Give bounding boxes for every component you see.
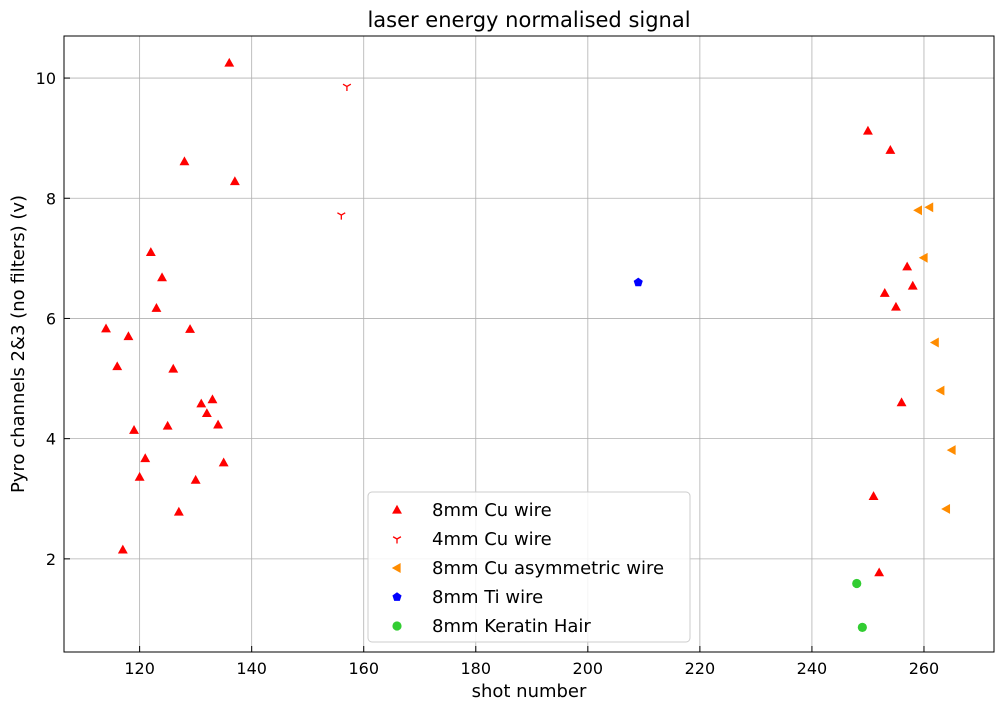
x-tick-labels: 120 140 160 180 200 220 240 260 xyxy=(124,659,939,678)
data-point xyxy=(935,385,945,396)
data-points xyxy=(101,57,956,632)
data-point xyxy=(168,363,179,373)
legend-entry: 8mm Keratin Hair xyxy=(392,616,591,637)
data-point xyxy=(101,323,111,333)
data-point xyxy=(196,398,207,408)
legend-label: 8mm Ti wire xyxy=(432,587,543,608)
data-point xyxy=(891,301,901,311)
grid-lines xyxy=(64,36,994,652)
legend-marker xyxy=(392,536,402,544)
data-point xyxy=(123,331,134,341)
data-point xyxy=(185,324,195,333)
data-point xyxy=(337,212,346,220)
legend-entry: 8mm Cu asymmetric wire xyxy=(391,558,664,579)
chart-title: laser energy normalised signal xyxy=(367,8,690,32)
data-point xyxy=(918,252,928,263)
series-group xyxy=(633,277,643,287)
data-point xyxy=(207,394,218,404)
data-point xyxy=(213,419,224,429)
data-point xyxy=(946,445,956,456)
data-point xyxy=(112,361,123,371)
axis-ticks xyxy=(64,77,925,652)
data-point xyxy=(162,420,173,430)
data-point xyxy=(229,176,240,186)
legend-label: 8mm Cu asymmetric wire xyxy=(432,558,664,579)
x-tick-label: 220 xyxy=(685,659,716,678)
data-point xyxy=(924,202,934,213)
legend-entry: 4mm Cu wire xyxy=(392,529,552,550)
y-tick-label: 2 xyxy=(46,550,56,569)
data-point xyxy=(929,337,939,348)
data-point xyxy=(879,288,890,297)
legend-entry: 8mm Ti wire xyxy=(392,587,543,608)
y-tick-label: 6 xyxy=(46,309,56,328)
data-point xyxy=(633,277,643,287)
data-point xyxy=(885,144,896,154)
series-group xyxy=(852,578,867,632)
y-tick-labels: 2 4 6 8 10 xyxy=(36,69,56,569)
data-point xyxy=(151,303,162,312)
legend-label: 8mm Cu wire xyxy=(432,500,552,521)
x-tick-label: 120 xyxy=(124,659,155,678)
data-point xyxy=(179,156,190,166)
legend-marker xyxy=(392,621,402,631)
data-point xyxy=(913,205,923,216)
data-point xyxy=(342,83,352,91)
legend-marker xyxy=(392,504,402,514)
x-tick-label: 260 xyxy=(909,659,940,678)
data-point xyxy=(201,408,212,418)
y-tick-label: 4 xyxy=(46,430,56,449)
x-axis-label: shot number xyxy=(472,681,587,702)
series-group xyxy=(913,202,956,514)
data-point xyxy=(129,425,139,434)
y-axis-label: Pyro channels 2&3 (no filters) (v) xyxy=(8,195,29,493)
legend-label: 4mm Cu wire xyxy=(432,529,552,550)
data-point xyxy=(857,622,867,632)
data-point xyxy=(134,471,145,481)
data-point xyxy=(140,453,151,463)
legend-marker xyxy=(391,563,401,573)
data-point xyxy=(907,280,918,290)
data-point xyxy=(145,247,156,256)
legend: 8mm Cu wire 4mm Cu wire 8mm Cu asymmetric … xyxy=(367,491,691,643)
data-point xyxy=(902,261,913,271)
legend-entry: 8mm Cu wire xyxy=(392,500,552,521)
data-point xyxy=(157,272,167,282)
x-tick-label: 160 xyxy=(348,659,379,678)
data-point xyxy=(190,474,201,484)
y-tick-label: 10 xyxy=(36,69,56,88)
series-group xyxy=(337,83,352,220)
data-point xyxy=(941,504,951,514)
data-point xyxy=(874,567,885,577)
data-point xyxy=(896,397,907,407)
data-point xyxy=(852,578,862,589)
x-tick-label: 140 xyxy=(236,659,267,678)
legend-box xyxy=(367,491,691,643)
x-tick-label: 240 xyxy=(797,659,828,678)
series-group xyxy=(101,57,918,577)
data-point xyxy=(218,457,229,467)
data-point xyxy=(117,544,128,554)
data-point xyxy=(224,57,235,67)
legend-label: 8mm Keratin Hair xyxy=(432,616,591,637)
data-point xyxy=(173,506,184,516)
plot-frame xyxy=(63,35,995,653)
legend-marker xyxy=(392,592,402,601)
legend-entries: 8mm Cu wire 4mm Cu wire 8mm Cu asymmetric … xyxy=(391,500,664,637)
y-tick-label: 8 xyxy=(46,189,56,208)
data-point xyxy=(863,125,873,135)
x-tick-label: 180 xyxy=(461,659,492,678)
data-point xyxy=(868,491,879,500)
x-tick-label: 200 xyxy=(573,659,604,678)
